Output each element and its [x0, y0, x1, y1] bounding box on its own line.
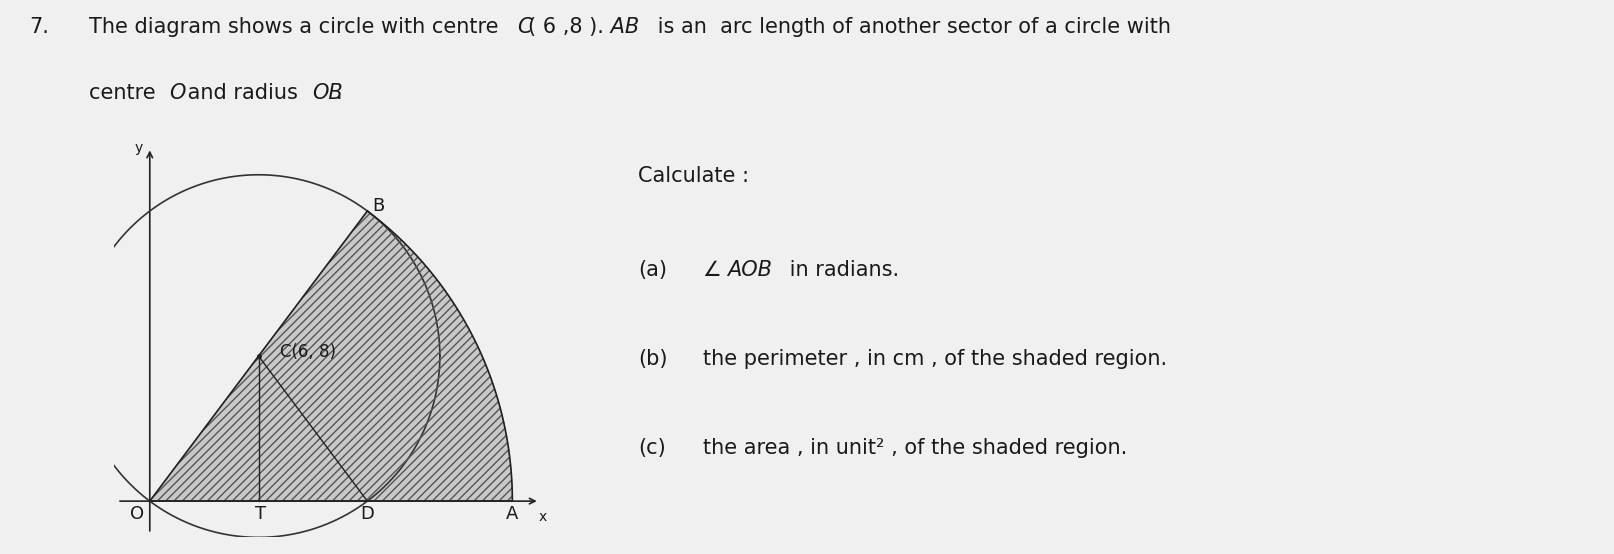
Text: D: D [360, 505, 374, 523]
Text: centre: centre [89, 83, 161, 103]
Text: the area , in unit² , of the shaded region.: the area , in unit² , of the shaded regi… [702, 438, 1127, 458]
Text: y: y [134, 141, 142, 155]
Text: (a): (a) [638, 260, 667, 280]
Text: and radius: and radius [181, 83, 303, 103]
Text: OB: OB [312, 83, 342, 103]
Text: AOB: AOB [726, 260, 771, 280]
Text: The diagram shows a circle with centre: The diagram shows a circle with centre [89, 17, 505, 37]
Text: x: x [539, 510, 547, 524]
Text: A: A [505, 505, 518, 523]
Text: O: O [131, 505, 144, 523]
Text: (b): (b) [638, 349, 667, 369]
Text: AB: AB [604, 17, 639, 37]
Text: C(6, 8): C(6, 8) [281, 343, 336, 361]
Text: in radians.: in radians. [783, 260, 899, 280]
Text: B: B [371, 197, 384, 214]
Text: is an  arc length of another sector of a circle with: is an arc length of another sector of a … [650, 17, 1170, 37]
Text: C: C [516, 17, 531, 37]
Polygon shape [150, 211, 512, 501]
Text: .: . [336, 83, 342, 103]
Text: 7.: 7. [29, 17, 48, 37]
Text: T: T [255, 505, 266, 523]
Text: ∠: ∠ [702, 260, 721, 280]
Text: Calculate :: Calculate : [638, 166, 749, 186]
Text: ( 6 ,8 ).: ( 6 ,8 ). [528, 17, 604, 37]
Text: (c): (c) [638, 438, 665, 458]
Text: the perimeter , in cm , of the shaded region.: the perimeter , in cm , of the shaded re… [702, 349, 1165, 369]
Text: O: O [169, 83, 186, 103]
